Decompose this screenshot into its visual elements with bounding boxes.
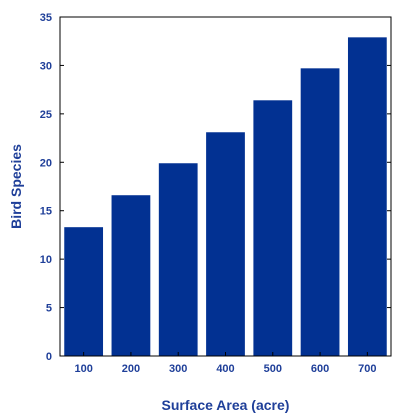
bar-200 xyxy=(111,195,151,356)
bar-600 xyxy=(300,68,340,356)
y-tick-label: 5 xyxy=(46,303,52,315)
y-tick-label: 15 xyxy=(40,206,52,218)
y-tick-label: 20 xyxy=(40,157,52,169)
y-tick-label: 0 xyxy=(46,351,52,363)
bar-500 xyxy=(253,100,293,356)
x-tick-label: 400 xyxy=(216,363,234,375)
y-ticks-group: 0 5 10 15 20 25 30 35 xyxy=(40,12,391,363)
y-tick-label: 25 xyxy=(40,109,52,121)
bar-100 xyxy=(64,227,104,356)
x-tick-label: 700 xyxy=(358,363,376,375)
x-ticks-group: 100 200 300 400 500 600 700 xyxy=(74,352,377,375)
x-tick-label: 200 xyxy=(122,363,140,375)
x-tick-label: 100 xyxy=(74,363,92,375)
y-tick-label: 35 xyxy=(40,12,52,24)
y-tick-label: 30 xyxy=(40,60,52,72)
x-tick-label: 300 xyxy=(169,363,187,375)
x-axis-title: Surface Area (acre) xyxy=(162,397,290,413)
bars-group xyxy=(64,37,387,357)
y-tick-label: 10 xyxy=(40,254,52,266)
x-tick-label: 500 xyxy=(264,363,282,375)
bar-300 xyxy=(158,163,198,356)
bar-400 xyxy=(206,132,245,356)
x-tick-label: 600 xyxy=(311,363,329,375)
y-axis-title: Bird Species xyxy=(8,144,24,229)
bar-700 xyxy=(347,37,387,357)
